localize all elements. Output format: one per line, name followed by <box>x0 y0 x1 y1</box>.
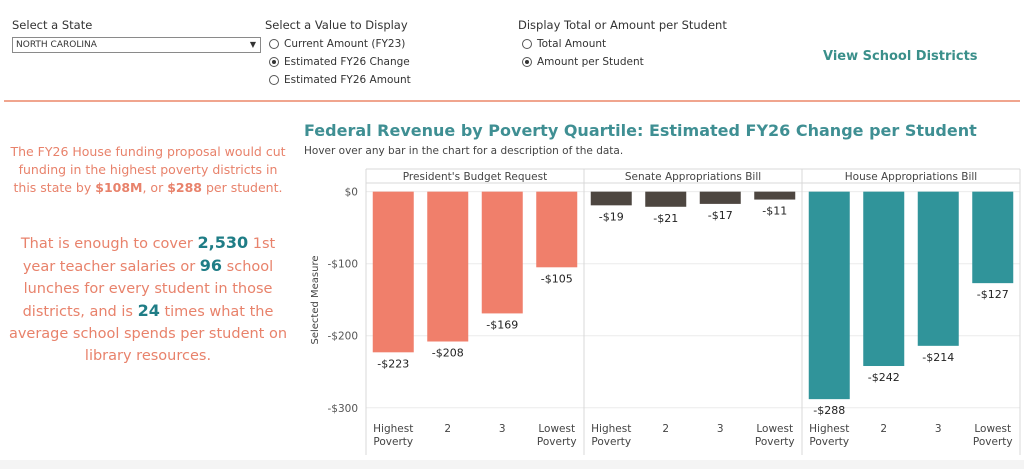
radio-selected-icon <box>269 57 279 67</box>
x-tick-label: Poverty <box>373 436 413 448</box>
chart-subtitle: Hover over any bar in the chart for a de… <box>304 145 624 157</box>
summary-times: 24 <box>137 301 160 320</box>
bar <box>481 191 523 314</box>
summary-per-student: $288 <box>167 180 202 195</box>
x-tick-label: Poverty <box>809 436 849 448</box>
x-tick-label: Lowest <box>538 423 575 435</box>
x-tick-label: 3 <box>499 423 506 435</box>
x-tick-label: Poverty <box>537 436 577 448</box>
bar <box>808 191 850 400</box>
x-tick-label: 2 <box>880 423 887 435</box>
radio-label: Current Amount (FY23) <box>284 38 406 50</box>
radio-amount-per-student[interactable]: Amount per Student <box>522 56 644 68</box>
panel-header-label: President's Budget Request <box>403 171 547 183</box>
bar-value-label: -$127 <box>977 288 1009 301</box>
bottom-band <box>0 460 1024 469</box>
x-tick-label: 3 <box>717 423 724 435</box>
y-tick-label: -$300 <box>327 403 358 415</box>
x-tick-label: Highest <box>591 423 631 435</box>
state-select[interactable]: NORTH CAROLINA ▼ <box>12 37 261 53</box>
bar-value-label: -$19 <box>599 210 624 223</box>
bar <box>863 191 905 367</box>
x-tick-label: Poverty <box>755 436 795 448</box>
radio-label: Estimated FY26 Amount <box>284 74 411 86</box>
divider <box>4 100 1020 102</box>
x-tick-label: Poverty <box>591 436 631 448</box>
bar <box>536 191 578 268</box>
x-tick-label: 2 <box>444 423 451 435</box>
chart-title: Federal Revenue by Poverty Quartile: Est… <box>304 121 977 140</box>
x-tick-label: Highest <box>373 423 413 435</box>
bar <box>972 191 1014 284</box>
state-select-value: NORTH CAROLINA <box>16 40 97 50</box>
y-tick-label: $0 <box>345 187 358 199</box>
summary-salaries: 2,530 <box>197 233 249 252</box>
y-tick-label: -$100 <box>327 259 358 271</box>
summary-text: That is enough to cover <box>20 236 198 252</box>
radio-estimated-change[interactable]: Estimated FY26 Change <box>269 56 410 68</box>
bar-value-label: -$17 <box>708 209 733 222</box>
bar-value-label: -$214 <box>922 351 954 364</box>
radio-current-amount[interactable]: Current Amount (FY23) <box>269 38 405 50</box>
summary-text: The FY26 House funding proposal would cu… <box>10 144 286 195</box>
radio-label: Amount per Student <box>537 56 644 68</box>
bar-value-label: -$169 <box>486 318 518 331</box>
radio-icon <box>269 75 279 85</box>
summary-text: 1st year teacher salaries or <box>22 236 276 275</box>
summary-text: school lunches for every student in thos… <box>22 259 274 320</box>
chevron-down-icon: ▼ <box>249 40 256 49</box>
view-school-districts-link[interactable]: View School Districts <box>823 49 978 64</box>
radio-total-amount[interactable]: Total Amount <box>522 38 606 50</box>
summary-amount: $108M <box>95 180 143 195</box>
y-tick-label: -$200 <box>327 331 358 343</box>
x-tick-label: 2 <box>662 423 669 435</box>
summary-paragraph-2: That is enough to cover 2,530 1st year t… <box>8 232 288 367</box>
x-tick-label: Lowest <box>756 423 793 435</box>
summary-text: times what the average school spends per… <box>8 304 288 364</box>
bar-value-label: -$242 <box>868 371 900 384</box>
summary-text: , or <box>142 180 168 195</box>
bar <box>590 191 632 206</box>
x-tick-label: Poverty <box>973 436 1013 448</box>
radio-icon <box>522 39 532 49</box>
panel-header-label: Senate Appropriations Bill <box>625 171 761 183</box>
bar <box>645 191 687 207</box>
radio-label: Estimated FY26 Change <box>284 56 410 68</box>
x-tick-label: 3 <box>935 423 942 435</box>
bar-value-label: -$105 <box>541 272 573 285</box>
bar <box>699 191 741 204</box>
bar-value-label: -$11 <box>762 205 787 218</box>
radio-estimated-amount[interactable]: Estimated FY26 Amount <box>269 74 411 86</box>
bar <box>372 191 414 353</box>
bar <box>754 191 796 200</box>
bar <box>917 191 959 346</box>
radio-selected-icon <box>522 57 532 67</box>
y-axis-label: Selected Measure <box>310 255 321 344</box>
bar-value-label: -$21 <box>653 212 678 225</box>
radio-label: Total Amount <box>537 38 607 50</box>
bar-value-label: -$208 <box>432 347 464 360</box>
total-display-title: Display Total or Amount per Student <box>518 18 727 32</box>
bar <box>427 191 469 342</box>
summary-lunches: 96 <box>199 256 223 275</box>
value-display-title: Select a Value to Display <box>265 18 408 32</box>
x-tick-label: Highest <box>809 423 849 435</box>
x-tick-label: Lowest <box>974 423 1011 435</box>
panel-header-label: House Appropriations Bill <box>845 171 977 183</box>
bar-value-label: -$223 <box>377 357 409 370</box>
bar-value-label: -$288 <box>813 404 845 417</box>
state-select-title: Select a State <box>12 18 93 32</box>
summary-paragraph-1: The FY26 House funding proposal would cu… <box>8 143 288 197</box>
summary-text: per student. <box>202 180 283 195</box>
radio-icon <box>269 39 279 49</box>
